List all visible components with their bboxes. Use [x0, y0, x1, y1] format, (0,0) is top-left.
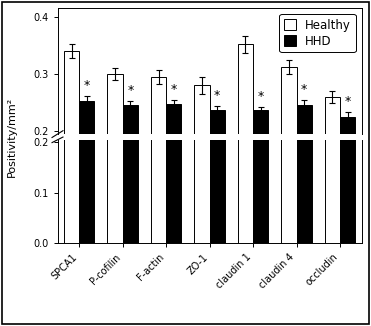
Bar: [238, 66, 253, 243]
Bar: [123, 120, 138, 243]
Bar: [296, 106, 312, 246]
Bar: [253, 124, 268, 243]
Bar: [151, 95, 166, 243]
Bar: [64, 51, 79, 246]
Bar: [325, 97, 340, 246]
Legend: Healthy, HHD: Healthy, HHD: [279, 14, 356, 52]
Bar: [340, 117, 355, 246]
Bar: [281, 86, 296, 243]
Bar: [166, 118, 181, 243]
Bar: [296, 120, 312, 243]
Bar: [194, 102, 210, 243]
Text: *: *: [214, 89, 220, 102]
Bar: [238, 44, 253, 246]
Bar: [194, 85, 210, 246]
Bar: [325, 112, 340, 243]
Bar: [210, 124, 225, 243]
Text: *: *: [171, 83, 177, 96]
Bar: [166, 104, 181, 246]
Bar: [123, 106, 138, 246]
Bar: [79, 101, 95, 246]
Text: *: *: [257, 90, 264, 103]
Bar: [253, 110, 268, 246]
Bar: [340, 130, 355, 243]
Bar: [108, 74, 123, 246]
Bar: [64, 72, 79, 243]
Text: *: *: [127, 84, 134, 97]
Text: Positivity/mm²: Positivity/mm²: [7, 97, 17, 177]
Bar: [210, 110, 225, 246]
Text: *: *: [301, 83, 307, 96]
Bar: [281, 67, 296, 246]
Bar: [79, 116, 95, 243]
Bar: [108, 92, 123, 243]
Text: *: *: [84, 79, 90, 92]
Bar: [151, 77, 166, 246]
Text: *: *: [345, 95, 351, 108]
